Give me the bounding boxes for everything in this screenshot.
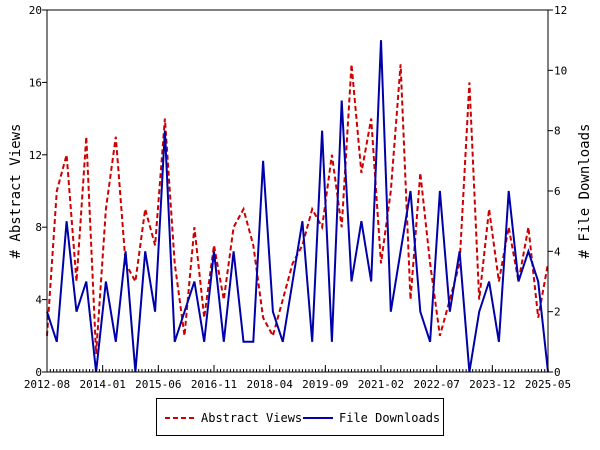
- legend-label: Abstract Views: [201, 411, 303, 425]
- series-line-abstract-views: [46, 64, 549, 354]
- x-tick-label: 2023-12: [469, 378, 515, 391]
- y2-tick-label: 4: [554, 245, 561, 258]
- y-tick-label: 0: [35, 366, 42, 379]
- y2-tick-label: 0: [554, 366, 561, 379]
- x-tick-label: 2016-11: [191, 378, 237, 391]
- y2-tick-label: 2: [554, 306, 561, 319]
- y-tick-label: 20: [29, 4, 42, 17]
- y-tick-label: 12: [29, 149, 42, 162]
- x-tick-label: 2012-08: [24, 378, 70, 391]
- y2-axis-title: # File Downloads: [577, 124, 593, 259]
- y-tick-label: 4: [35, 294, 42, 307]
- y2-tick-label: 8: [554, 125, 561, 138]
- x-tick-label: 2014-01: [79, 378, 125, 391]
- y2-tick-label: 6: [554, 185, 561, 198]
- y2-tick-label: 12: [554, 4, 567, 17]
- x-tick-label: 2018-04: [246, 378, 293, 391]
- x-tick-label: 2015-06: [135, 378, 181, 391]
- legend: Abstract Views File Downloads: [156, 398, 444, 436]
- series-line-file-downloads: [46, 40, 549, 373]
- plot-frame: [46, 9, 549, 373]
- y-tick-label: 16: [29, 76, 42, 89]
- x-tick-label: 2019-09: [302, 378, 348, 391]
- x-tick-label: 2022-07: [413, 378, 459, 391]
- dashed-line-swatch-icon: [165, 417, 195, 419]
- y2-tick-label: 10: [554, 64, 567, 77]
- x-tick-label: 2025-05: [525, 378, 571, 391]
- legend-label: File Downloads: [339, 411, 441, 425]
- y-axis-title: # Abstract Views: [8, 124, 24, 259]
- y-tick-label: 8: [35, 221, 42, 234]
- solid-line-swatch-icon: [303, 417, 333, 419]
- x-tick-label: 2021-02: [358, 378, 404, 391]
